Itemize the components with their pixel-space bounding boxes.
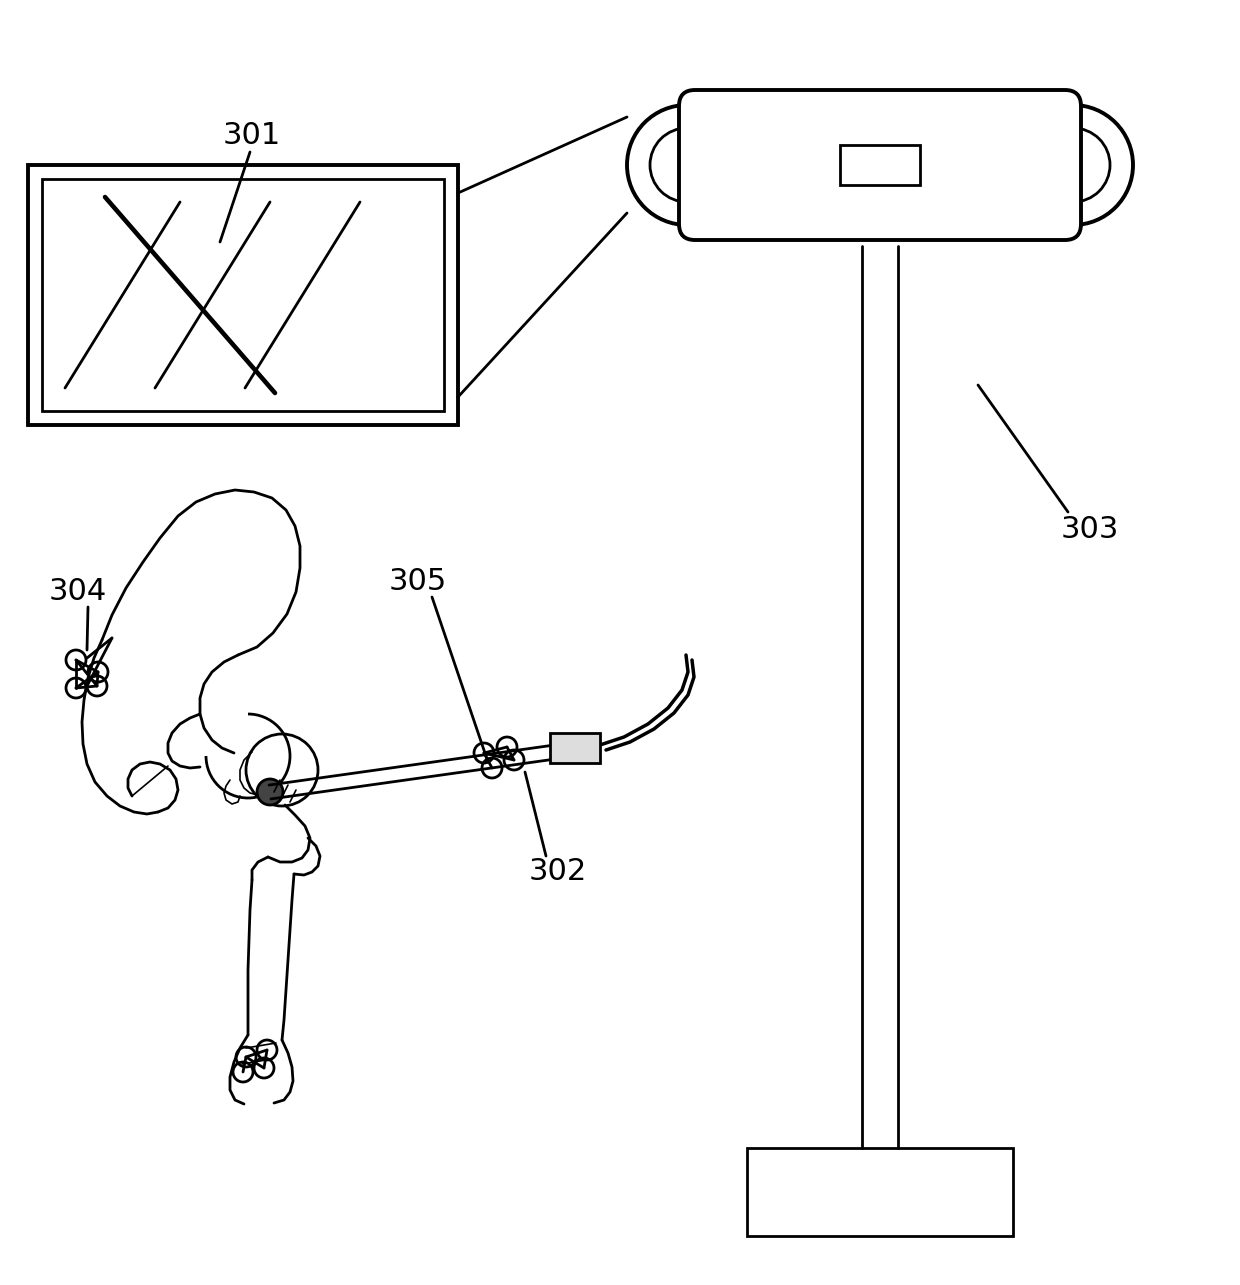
Text: 304: 304: [48, 577, 107, 607]
Text: 305: 305: [389, 568, 448, 596]
Bar: [29, 164, 458, 425]
Circle shape: [257, 779, 283, 804]
Text: 301: 301: [223, 121, 281, 149]
Bar: [839, 145, 920, 185]
Bar: [551, 732, 600, 763]
Bar: [746, 1148, 1013, 1236]
Bar: [42, 179, 444, 411]
Text: 303: 303: [1060, 515, 1120, 545]
Text: 302: 302: [529, 857, 587, 887]
FancyBboxPatch shape: [680, 90, 1081, 240]
